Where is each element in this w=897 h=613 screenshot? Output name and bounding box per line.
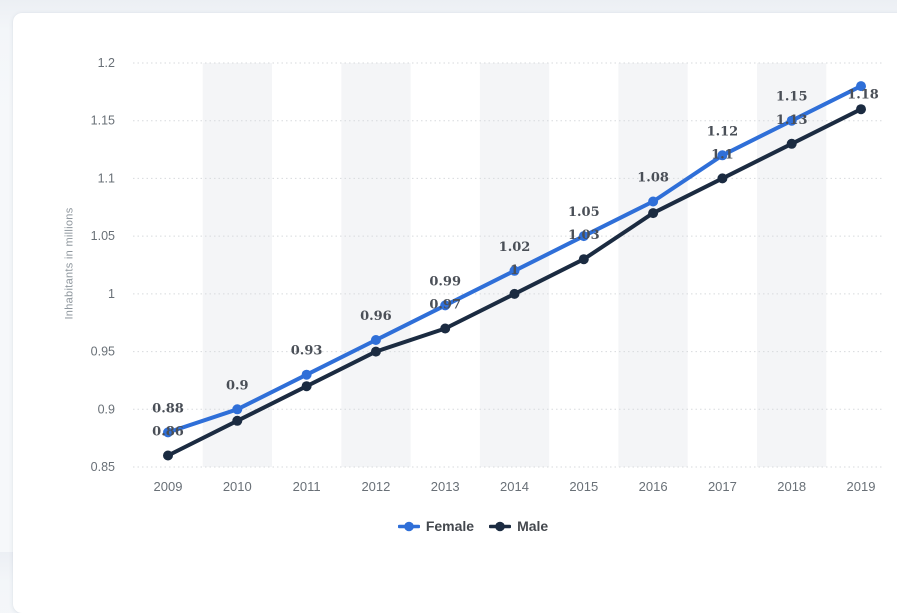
male-data-point[interactable] [163,450,173,461]
x-axis-ticks: 2009 2010 2011 2012 2013 2014 2015 2016 2017 2018… [154,479,876,494]
y-tick-label: 1 [108,287,115,301]
male-data-point[interactable] [440,323,451,334]
y-tick-label: 1.1 [98,171,115,185]
data-label: 1.15 [776,90,808,105]
legend-item-male[interactable]: Male [489,518,548,534]
male-data-point[interactable] [648,208,659,219]
data-label: 1.05 [568,205,600,220]
x-tick-label: 2019 [847,479,876,494]
data-label: 1.1 [711,147,734,162]
female-data-point[interactable] [856,81,866,92]
female-data-point[interactable] [370,335,381,345]
y-tick-label: 1.15 [91,114,115,128]
male-series-legend-marker-icon [489,521,512,531]
x-tick-label: 2009 [154,479,183,494]
data-label: 1.13 [776,113,808,128]
data-label: 1 [510,263,519,278]
y-tick-label: 0.95 [91,345,115,359]
data-label: 1.08 [637,171,669,186]
y-axis-ticks: 0.85 0.9 0.95 1 1.05 1.1 1.15 1.2 [91,56,115,474]
y-tick-label: 0.9 [98,402,115,416]
female-data-point[interactable] [648,196,659,207]
data-labels: 0.88 0.9 0.93 0.96 0.99 1.02 1.05 1.08 1.12 1.15 1… [152,88,879,440]
chart-card: Inhabitants in millions 0.85 0.9 0.95 1 1.05… [13,13,897,613]
female-data-point[interactable] [163,427,173,438]
data-label: 0.9 [226,378,249,393]
female-data-point[interactable] [786,115,797,126]
male-data-point[interactable] [509,288,520,299]
y-tick-label: 1.2 [98,56,115,70]
series-male [163,104,866,461]
female-data-point[interactable] [578,231,589,242]
male-data-point[interactable] [578,254,589,265]
column-bands [202,63,827,467]
x-tick-label: 2011 [293,479,321,494]
female-data-point[interactable] [717,150,728,161]
gridlines [133,62,882,468]
data-label: 0.99 [429,274,461,289]
male-data-point[interactable] [232,415,243,426]
y-tick-label: 1.05 [91,229,115,243]
x-tick-label: 2012 [361,479,390,494]
data-label: 0.97 [429,298,461,313]
female-series-legend-marker-icon [397,521,420,531]
chart-legend: Female Male [31,518,897,534]
female-data-point[interactable] [232,404,243,415]
data-label: 0.86 [152,425,184,440]
data-label: 1.03 [568,228,600,243]
series-female [163,81,866,438]
data-label: 1.02 [499,240,531,255]
x-tick-label: 2015 [569,479,598,494]
male-data-point[interactable] [370,346,381,357]
male-data-point[interactable] [856,104,866,115]
data-label: 0.93 [291,344,323,359]
data-label: 1.12 [707,124,739,139]
legend-item-label: Female [425,518,475,534]
x-tick-label: 2013 [431,479,460,494]
x-tick-label: 2018 [777,479,806,494]
x-tick-label: 2014 [500,479,529,494]
male-data-point[interactable] [717,173,728,184]
y-tick-label: 0.85 [91,460,115,474]
x-tick-label: 2017 [708,479,737,494]
male-data-point[interactable] [301,381,312,392]
female-data-point[interactable] [509,265,520,276]
female-data-point[interactable] [301,369,312,380]
x-tick-label: 2016 [639,479,668,494]
legend-item-label: Male [517,518,549,534]
female-data-point[interactable] [440,300,451,311]
male-data-point[interactable] [786,138,797,149]
legend-item-female[interactable]: Female [397,518,475,534]
data-label: 0.88 [152,401,184,416]
data-label: 1.18 [847,88,879,103]
x-tick-label: 2010 [223,479,252,494]
data-label: 0.96 [360,309,392,324]
